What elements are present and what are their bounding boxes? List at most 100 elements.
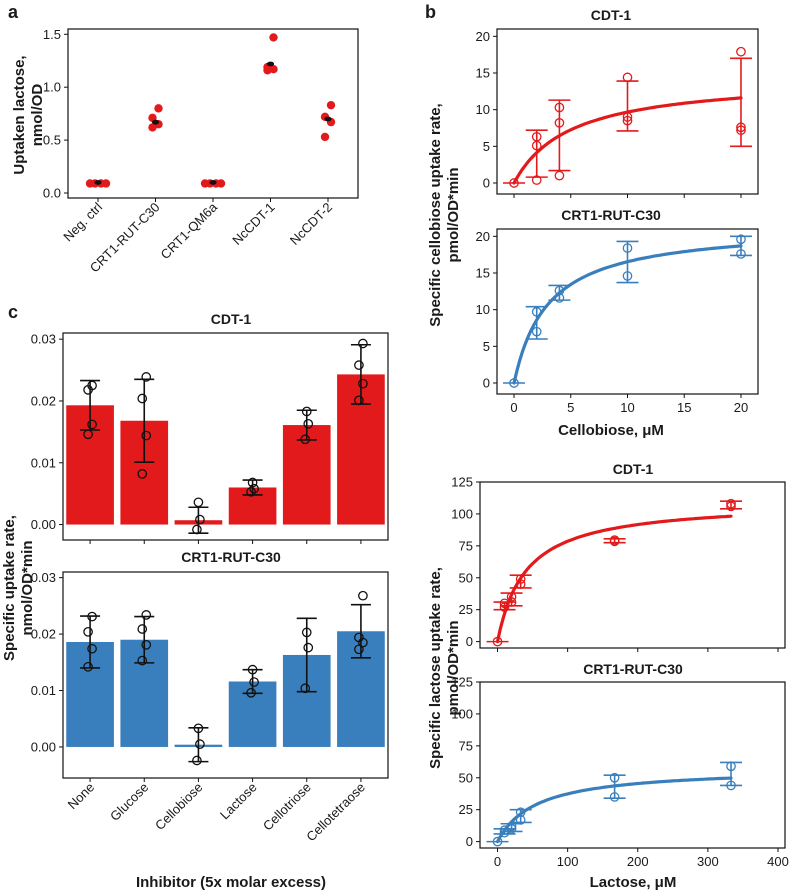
plot-b2: 0 5 10 15 20 0 5 10 15 20	[476, 228, 759, 415]
c2-ytick-label: 0.02	[31, 627, 56, 642]
c1-point	[192, 524, 202, 535]
b-ylabel-bottom: Specific lactose uptake rate, pmol/OD*mi…	[427, 567, 462, 769]
b2-point	[531, 326, 542, 337]
c2-point	[83, 661, 93, 672]
a-xtick-label: Neg. ctrl	[60, 199, 105, 244]
a-ytick-label: 0.0	[43, 186, 61, 201]
a-point	[326, 100, 336, 110]
c1-point	[246, 486, 256, 497]
b1-ytick-label: 10	[476, 102, 490, 117]
b2-point	[531, 307, 542, 317]
c1-point	[354, 360, 364, 370]
b-ylabel-top-line1: Specific cellobiose uptake rate,	[427, 103, 444, 326]
c2-point	[247, 664, 258, 675]
c1-point	[141, 430, 152, 441]
b1-ytick-label: 5	[483, 139, 490, 154]
b3-point	[506, 597, 517, 607]
c2-frame	[62, 571, 389, 779]
b3-ytick-label: 75	[459, 538, 473, 553]
b2-xtick-label: 20	[734, 400, 748, 415]
b3-point	[506, 592, 517, 602]
b3-point	[499, 598, 510, 609]
c1-point	[141, 372, 152, 382]
b3-ytick-label: 0	[466, 634, 473, 649]
b2-point	[509, 378, 519, 388]
panel-letter-b: b	[425, 2, 436, 22]
b2-point	[622, 271, 633, 281]
b1-point	[736, 122, 746, 133]
c1-point	[137, 469, 148, 479]
c2-ytick-label: 0.03	[31, 570, 56, 585]
b1-point	[554, 102, 565, 113]
b1-point	[554, 118, 565, 128]
c2-point	[303, 642, 314, 653]
b3-point	[726, 498, 736, 509]
a-xtick-label: NcCDT-2	[287, 200, 335, 248]
plot-c2: 0.00 0.01 0.02 0.03 None Glucose Cellobiose Lac…	[31, 570, 389, 844]
b2-point	[736, 249, 746, 259]
b4-point	[492, 836, 503, 847]
b3-point	[726, 501, 736, 512]
c2-xtick-label: Cellobiose	[152, 780, 206, 834]
b2-title: CRT1-RUT-C30	[561, 207, 661, 223]
b4-point	[515, 815, 526, 825]
c2-xtick-label: None	[65, 780, 98, 813]
b1-ytick-label: 15	[476, 66, 490, 81]
c1-point	[358, 378, 368, 389]
b4-point	[726, 761, 736, 772]
b2-ytick-label: 0	[483, 376, 490, 391]
c-ylabel-line2: nmol/OD*min	[19, 540, 36, 635]
c2-point	[87, 643, 97, 654]
c2-point	[141, 610, 152, 620]
c2-xtick-label: Lactose	[217, 780, 260, 823]
b3-point	[515, 579, 526, 590]
b1-title: CDT-1	[591, 7, 632, 23]
b1-point	[509, 178, 519, 188]
a-ytick-label: 0.5	[43, 133, 61, 148]
a-xtick-label: CRT1-QM6a	[158, 199, 221, 262]
b3-point	[515, 574, 526, 584]
b4-ytick-label: 100	[451, 706, 473, 721]
b4-xtick-label: 200	[627, 854, 649, 869]
b2-ytick-label: 10	[476, 302, 490, 317]
b4-ytick-label: 75	[459, 738, 473, 753]
a-mean-marker	[209, 180, 217, 185]
b2-ytick-label: 5	[483, 339, 490, 354]
c1-point	[354, 395, 364, 406]
b2-point	[622, 243, 633, 253]
c1-point	[301, 406, 312, 417]
c2-point	[249, 677, 259, 687]
b2-xtick-label: 15	[677, 400, 691, 415]
a-ylabel-line1: Uptaken lactose,	[11, 55, 28, 174]
c1-ytick-label: 0.03	[31, 332, 56, 347]
b3-ytick-label: 125	[451, 475, 473, 490]
a-ytick-label: 1.5	[43, 27, 61, 42]
b1-point	[736, 125, 746, 136]
b3-point	[499, 602, 510, 612]
a-mean-marker	[151, 119, 160, 125]
plot-b1: 0 5 10 15 20	[476, 28, 759, 198]
plot-b4: 0 25 50 75 100 125 0 100 200 300 400	[451, 675, 789, 870]
b4-ytick-label: 50	[459, 770, 473, 785]
c2-point	[195, 739, 205, 749]
c1-point	[247, 477, 258, 488]
c2-point	[358, 590, 368, 601]
a-point	[320, 132, 330, 142]
b3-point	[609, 535, 620, 545]
b-ylabel-bottom-line1: Specific lactose uptake rate,	[427, 567, 444, 769]
c1-ytick-label: 0.01	[31, 455, 56, 470]
c2-point	[193, 723, 204, 734]
c1-point	[303, 418, 314, 429]
c2-ytick-label: 0.01	[31, 683, 56, 698]
b1-point	[622, 72, 633, 83]
b2-ytick-label: 15	[476, 266, 490, 281]
b4-point	[506, 823, 517, 834]
b1-point	[554, 170, 565, 181]
c2-xlabel: Inhibitor (5x molar excess)	[136, 874, 326, 891]
b4-point	[515, 807, 526, 818]
b3-point	[492, 636, 503, 647]
b4-ytick-label: 0	[466, 834, 473, 849]
b-ylabel-top-line2: pmol/OD*min	[445, 167, 462, 262]
b1-ytick-label: 20	[476, 29, 490, 44]
